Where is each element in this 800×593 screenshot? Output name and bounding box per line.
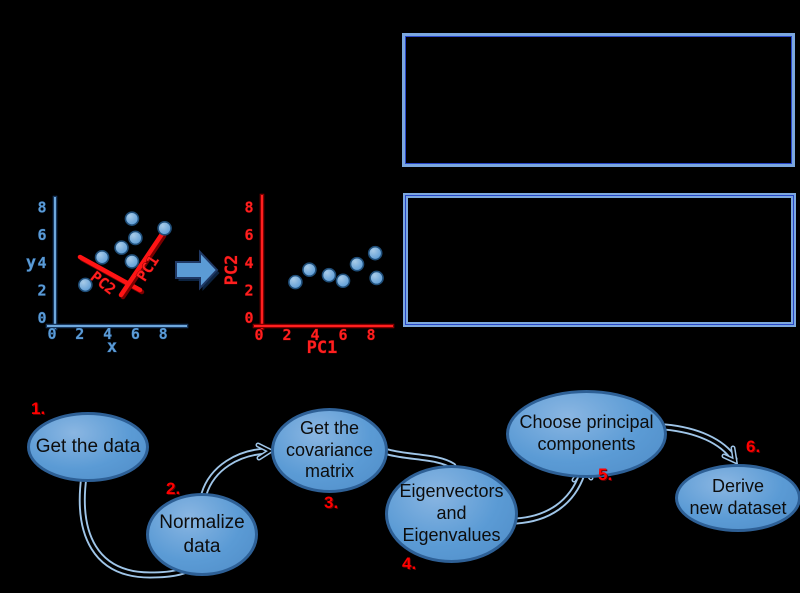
flow-node-choose-principal-components: Choose principal components: [506, 390, 667, 478]
flow-node-covariance-matrix: Get the covariance matrix: [271, 408, 388, 493]
pc-scatter-plot: 0 2 4 6 8 0 2 4 6 8: [244, 193, 395, 344]
tick-label: 6: [131, 325, 140, 343]
pc-y-axis-label: PC2: [222, 255, 242, 286]
flow-node-label: Eigenvectors and Eigenvalues: [399, 481, 504, 545]
tick-label: 0: [37, 309, 46, 327]
flow-node-normalize-data: Normalize data: [146, 493, 258, 576]
scatter-point: [94, 249, 110, 265]
tick-label: 8: [244, 199, 253, 217]
tick-label: 4: [37, 254, 46, 272]
flow-node-label: Derive new dataset: [689, 476, 787, 518]
flow-node-derive-new-dataset: Derive new dataset: [675, 464, 800, 532]
flow-node-label: Get the data: [35, 436, 141, 458]
pc-line: [118, 231, 165, 298]
scatter-point: [157, 221, 172, 236]
scatter-point: [78, 277, 93, 293]
flow-node-eigenvectors-eigenvalues: Eigenvectors and Eigenvalues: [385, 465, 518, 563]
flow-node-get-data: Get the data: [27, 412, 149, 482]
right-arrow-icon: [175, 249, 219, 291]
scatter-point: [367, 245, 383, 261]
xy-x-axis-label: x: [107, 337, 117, 357]
xy-y-axis-label: y: [26, 253, 36, 273]
tick-label: 2: [37, 281, 46, 299]
step-number-2: 2.: [166, 479, 181, 498]
scatter-point: [369, 270, 384, 286]
scatter-point: [321, 267, 337, 283]
flow-node-label: Get the covariance matrix: [285, 417, 374, 482]
step-number-6: 6.: [746, 437, 761, 456]
scatter-point: [114, 240, 129, 255]
tick-label: 8: [366, 326, 375, 344]
tick-label: 0: [47, 325, 56, 343]
empty-text-box-top: [402, 33, 795, 167]
scatter-point: [128, 230, 143, 246]
tick-label: 6: [244, 226, 253, 244]
tick-label: 4: [310, 326, 319, 344]
empty-text-box-bottom: [403, 193, 796, 327]
step-number-3: 3.: [324, 493, 339, 512]
tick-label: 2: [282, 326, 291, 344]
tick-label: 4: [103, 325, 112, 343]
step-number-4: 4.: [402, 554, 417, 573]
tick-label: 8: [37, 199, 46, 217]
scatter-point: [302, 262, 317, 278]
tick-label: 2: [244, 281, 253, 299]
tick-label: 6: [37, 226, 46, 244]
pc2-line-annotation: PC2: [87, 268, 119, 299]
scatter-point: [124, 211, 140, 226]
tick-label: 0: [244, 309, 253, 327]
scatter-point: [335, 273, 351, 289]
tick-label: 6: [338, 326, 347, 344]
xy-scatter-plot: 0 2 4 6 8 0 2 4 6 8: [37, 195, 189, 343]
scatter-point: [349, 256, 365, 272]
transform-arrow: [175, 249, 220, 291]
pc-x-axis-label: PC1: [307, 338, 338, 358]
flow-node-label: Choose principal components: [519, 412, 654, 454]
tick-label: 8: [159, 325, 168, 343]
scatter-point: [288, 274, 303, 290]
tick-label: 2: [75, 325, 84, 343]
tick-label: 0: [254, 326, 263, 344]
tick-label: 4: [244, 254, 253, 272]
step-number-5: 5.: [598, 465, 613, 484]
scatter-point: [124, 254, 140, 269]
step-number-1: 1.: [31, 399, 46, 418]
flow-node-label: Normalize data: [159, 512, 245, 557]
